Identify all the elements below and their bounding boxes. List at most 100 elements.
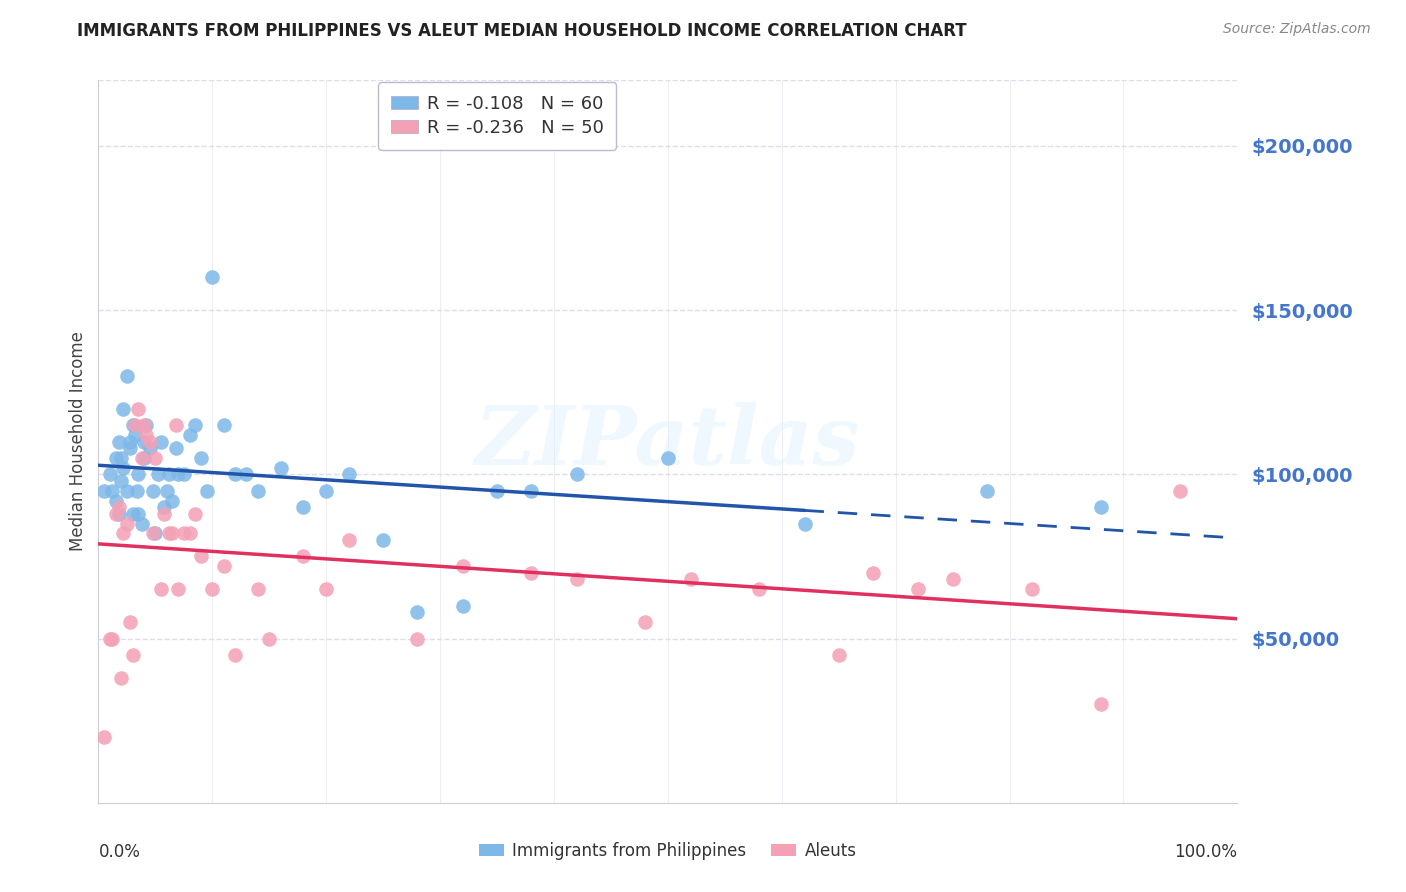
Point	[138, 441, 160, 455]
Point	[101, 632, 124, 646]
Point	[108, 434, 131, 449]
Point	[127, 507, 149, 521]
Point	[120, 441, 142, 455]
Point	[115, 516, 138, 531]
Point	[156, 483, 179, 498]
Point	[145, 450, 167, 465]
Point	[1090, 500, 1112, 515]
Point	[138, 434, 160, 449]
Point	[828, 648, 851, 662]
Point	[115, 368, 138, 383]
Point	[150, 582, 173, 597]
Point	[235, 467, 257, 482]
Point	[942, 573, 965, 587]
Point	[201, 270, 224, 285]
Point	[292, 500, 315, 515]
Point	[165, 441, 187, 455]
Point	[112, 526, 135, 541]
Point	[110, 671, 132, 685]
Point	[146, 467, 169, 482]
Point	[98, 467, 121, 482]
Point	[173, 467, 195, 482]
Point	[157, 467, 180, 482]
Point	[127, 483, 149, 498]
Point	[190, 450, 212, 465]
Point	[131, 516, 153, 531]
Legend: Immigrants from Philippines, Aleuts: Immigrants from Philippines, Aleuts	[472, 836, 863, 867]
Point	[224, 467, 246, 482]
Point	[121, 418, 143, 433]
Point	[270, 460, 292, 475]
Point	[315, 483, 337, 498]
Point	[120, 615, 142, 630]
Y-axis label: Median Household Income: Median Household Income	[69, 332, 87, 551]
Point	[167, 582, 190, 597]
Point	[862, 566, 884, 580]
Point	[104, 507, 127, 521]
Point	[93, 730, 115, 744]
Point	[1021, 582, 1043, 597]
Point	[224, 648, 246, 662]
Point	[1170, 483, 1192, 498]
Point	[1090, 698, 1112, 712]
Point	[520, 566, 543, 580]
Point	[246, 582, 269, 597]
Point	[337, 533, 360, 547]
Point	[162, 493, 184, 508]
Point	[315, 582, 337, 597]
Point	[132, 418, 155, 433]
Text: IMMIGRANTS FROM PHILIPPINES VS ALEUT MEDIAN HOUSEHOLD INCOME CORRELATION CHART: IMMIGRANTS FROM PHILIPPINES VS ALEUT MED…	[77, 22, 967, 40]
Point	[142, 483, 165, 498]
Point	[337, 467, 360, 482]
Text: 100.0%: 100.0%	[1174, 843, 1237, 861]
Point	[195, 483, 218, 498]
Point	[748, 582, 770, 597]
Point	[108, 500, 131, 515]
Point	[157, 526, 180, 541]
Point	[190, 549, 212, 564]
Point	[127, 401, 149, 416]
Point	[112, 401, 135, 416]
Point	[292, 549, 315, 564]
Point	[110, 450, 132, 465]
Point	[108, 507, 131, 521]
Point	[145, 526, 167, 541]
Text: Source: ZipAtlas.com: Source: ZipAtlas.com	[1223, 22, 1371, 37]
Point	[135, 418, 157, 433]
Point	[179, 428, 201, 442]
Point	[520, 483, 543, 498]
Point	[793, 516, 815, 531]
Point	[127, 467, 149, 482]
Point	[406, 632, 429, 646]
Point	[201, 582, 224, 597]
Point	[121, 648, 143, 662]
Point	[112, 460, 135, 475]
Point	[907, 582, 929, 597]
Point	[173, 526, 195, 541]
Point	[162, 526, 184, 541]
Point	[451, 599, 474, 613]
Point	[184, 418, 207, 433]
Point	[406, 605, 429, 619]
Point	[153, 507, 176, 521]
Point	[259, 632, 281, 646]
Point	[93, 483, 115, 498]
Point	[104, 450, 127, 465]
Point	[451, 559, 474, 574]
Point	[634, 615, 657, 630]
Text: ZIPatlas: ZIPatlas	[475, 401, 860, 482]
Point	[153, 500, 176, 515]
Point	[124, 428, 146, 442]
Point	[124, 418, 146, 433]
Point	[212, 418, 235, 433]
Point	[150, 434, 173, 449]
Point	[121, 507, 143, 521]
Point	[565, 467, 588, 482]
Point	[98, 632, 121, 646]
Point	[132, 450, 155, 465]
Point	[184, 507, 207, 521]
Point	[131, 450, 153, 465]
Point	[657, 450, 679, 465]
Point	[165, 418, 187, 433]
Point	[167, 467, 190, 482]
